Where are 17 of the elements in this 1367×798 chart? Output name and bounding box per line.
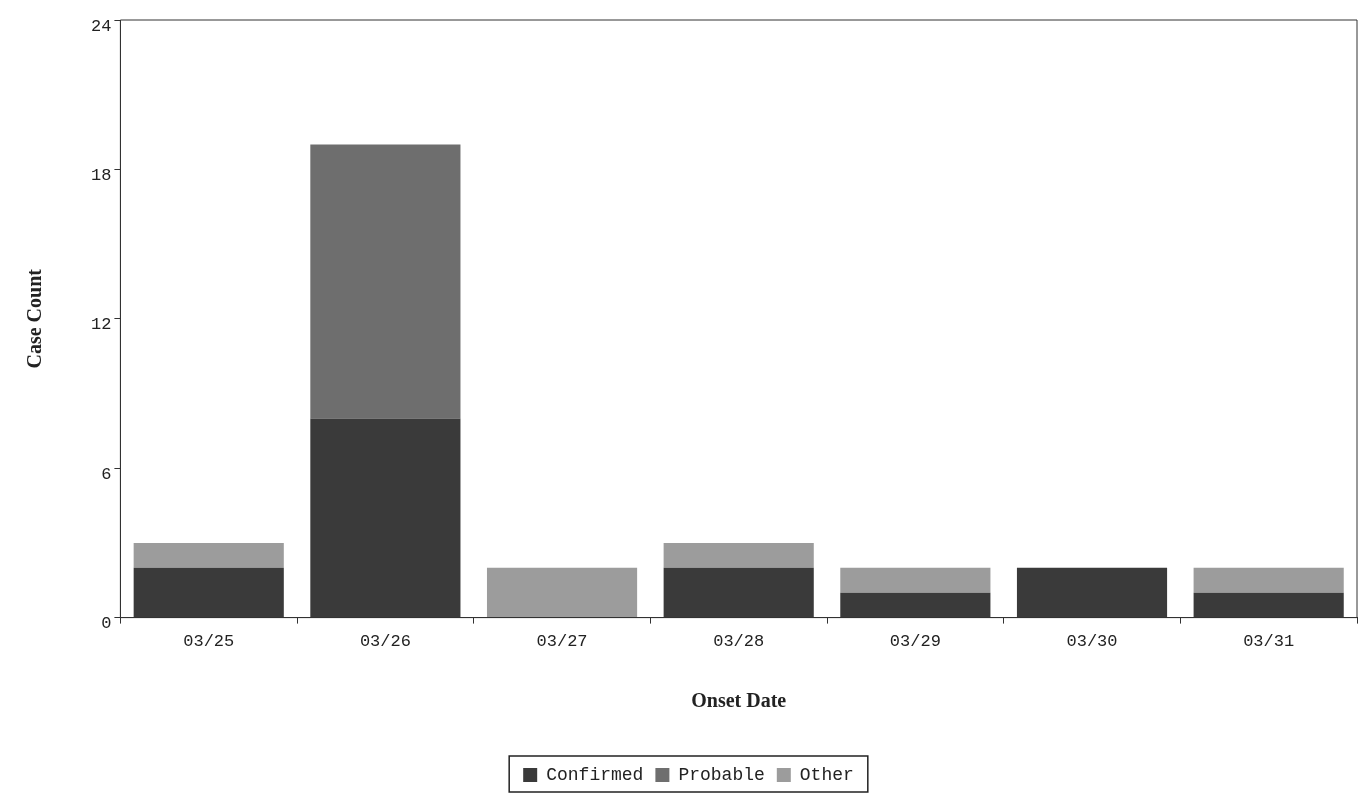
x-tick-label: 03/30 <box>1066 632 1118 652</box>
y-tick-label: 18 <box>91 165 112 185</box>
legend-label: Probable <box>678 764 765 785</box>
y-tick-label: 24 <box>91 16 112 36</box>
legend-label: Other <box>799 764 854 785</box>
x-tick-label: 03/26 <box>359 632 411 652</box>
x-tick-label: 03/27 <box>536 632 588 652</box>
y-tick-label: 6 <box>101 464 112 484</box>
x-tick-label: 03/29 <box>889 632 941 652</box>
x-tick-label: 03/28 <box>713 632 765 652</box>
x-tick-label: 03/31 <box>1243 632 1295 652</box>
legend-label: Confirmed <box>546 764 644 785</box>
y-tick-label: 0 <box>101 614 112 634</box>
y-axis-title: Case Count <box>23 268 46 369</box>
y-tick-label: 12 <box>91 315 112 335</box>
x-axis-title: Onset Date <box>691 689 787 712</box>
x-tick-label: 03/25 <box>183 632 235 652</box>
